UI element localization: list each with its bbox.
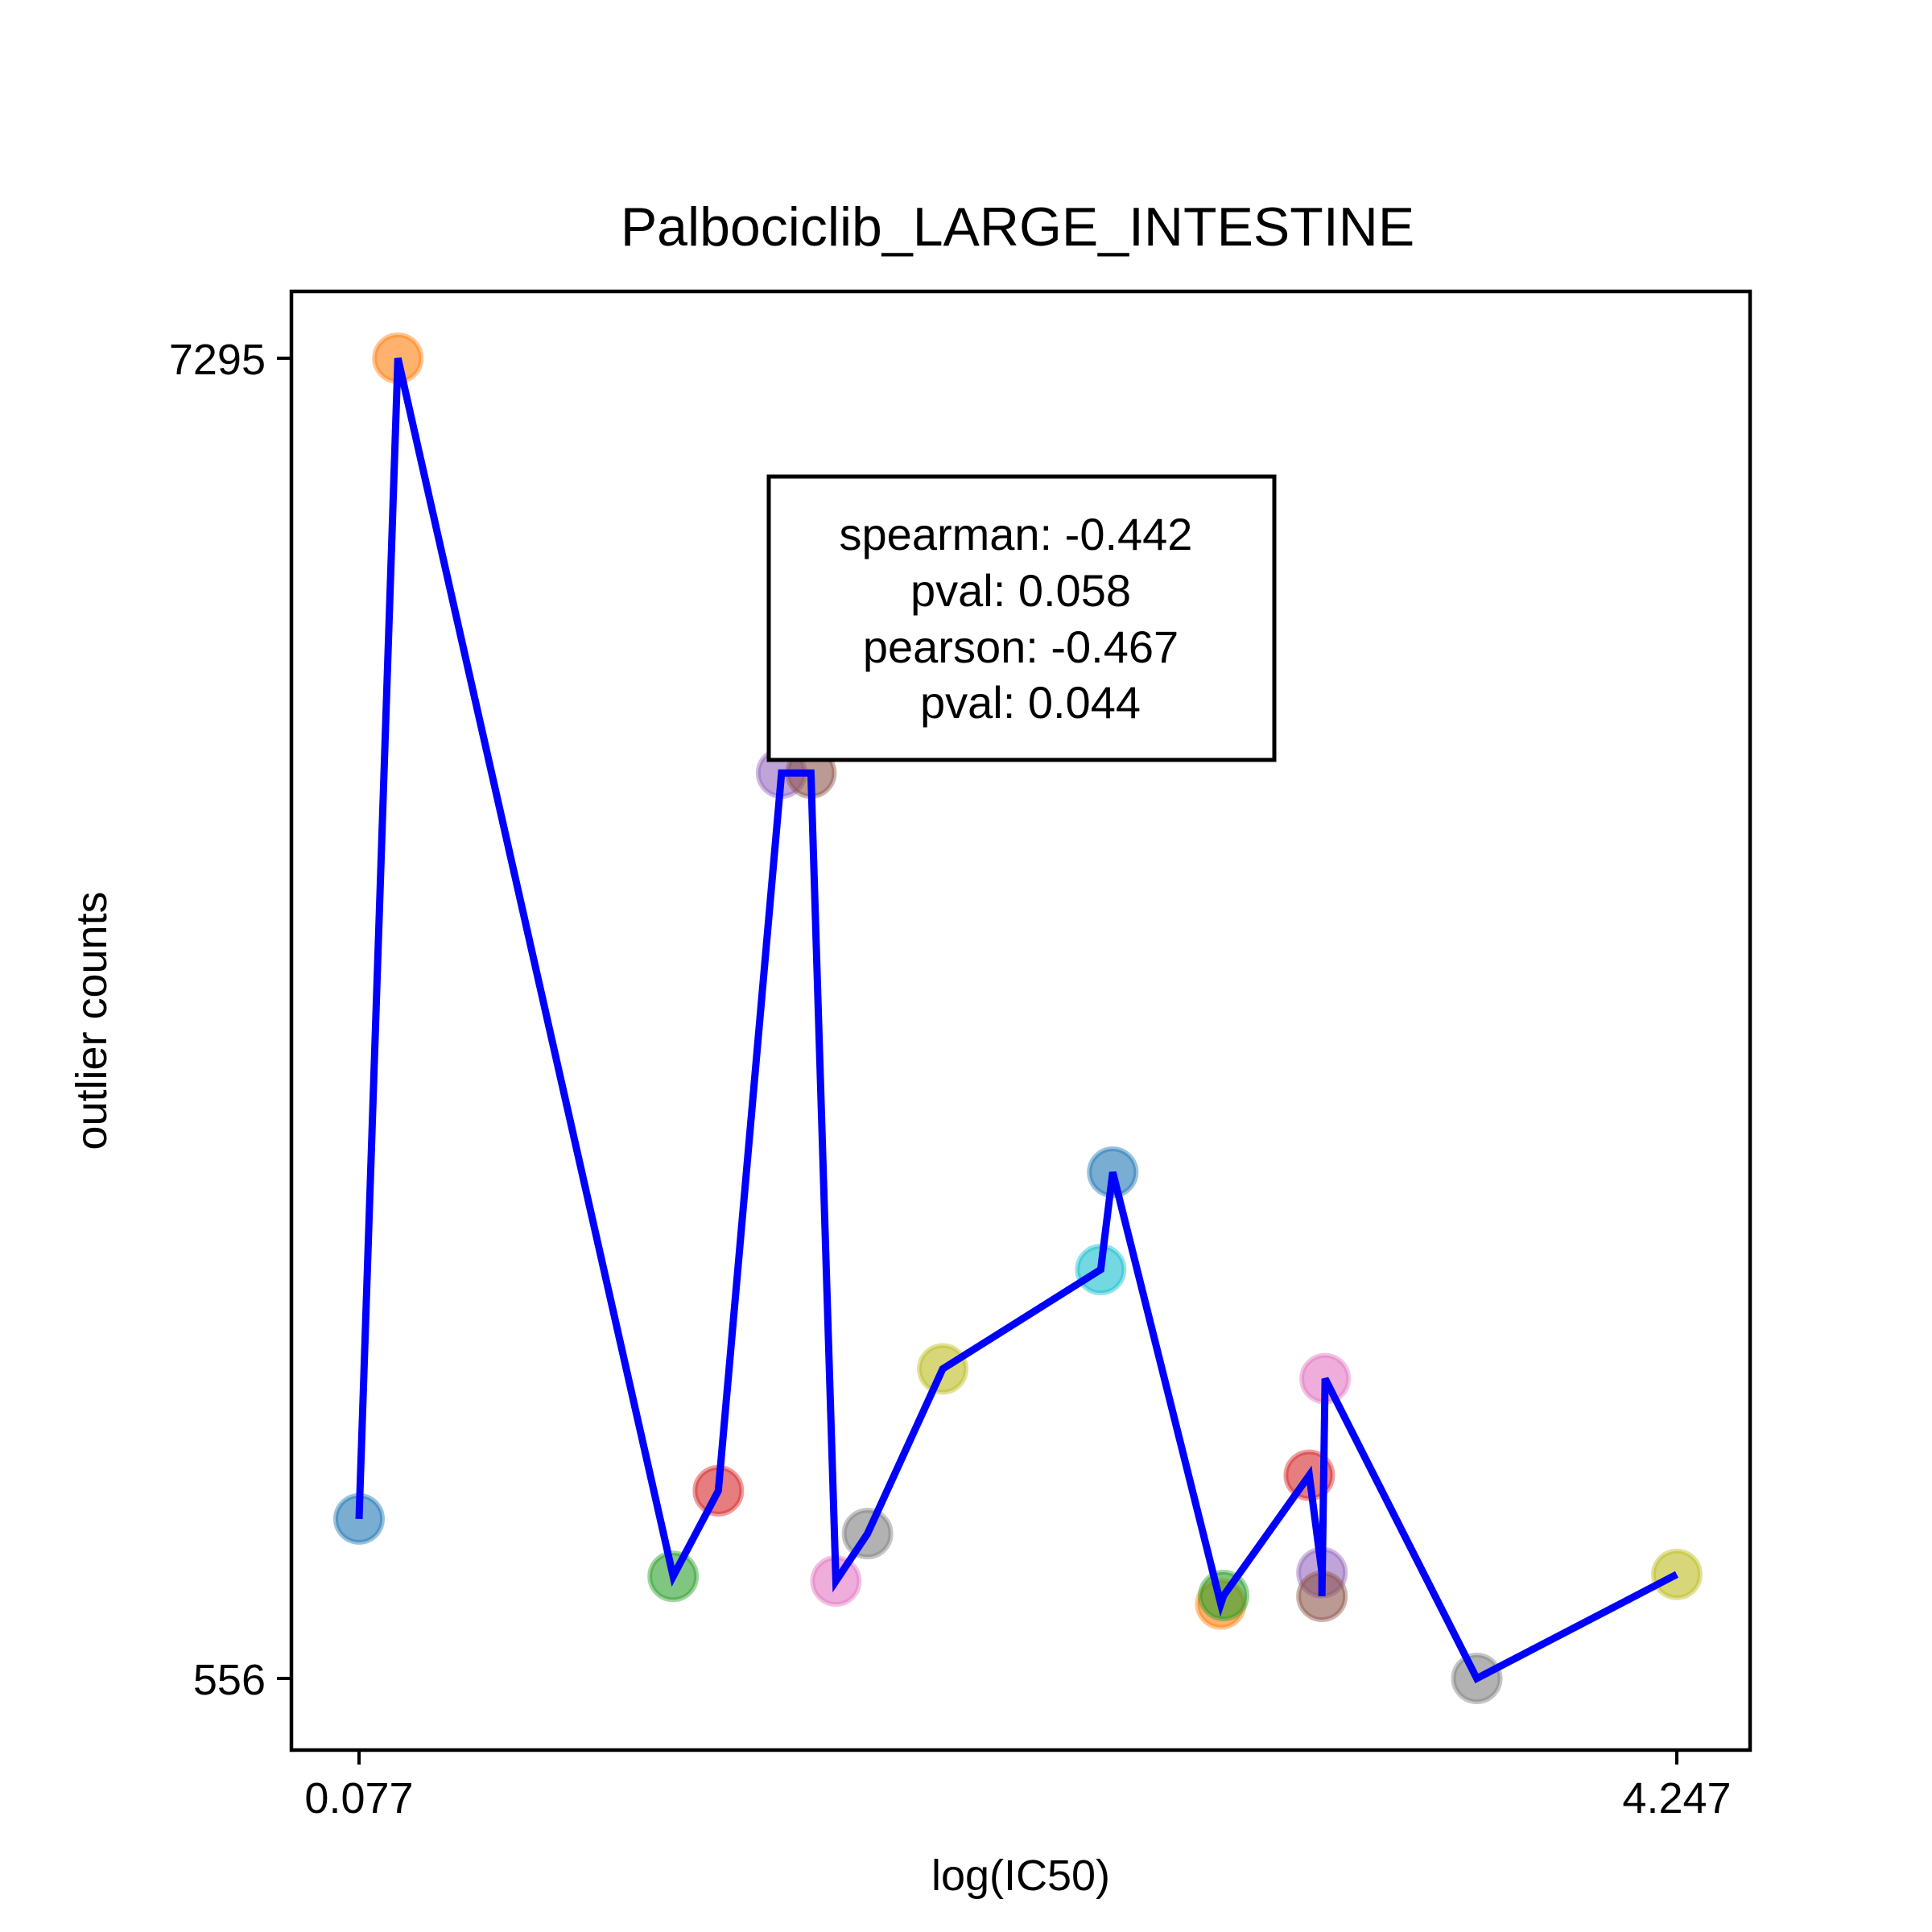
stats-pearson: pearson: -0.467 (863, 621, 1179, 672)
plot-area (333, 332, 1703, 1704)
x-tick-label-left: 0.077 (304, 1774, 413, 1823)
y-tick-label-bottom: 556 (193, 1656, 266, 1704)
stats-spearman: spearman: -0.442 (840, 509, 1193, 559)
stats-box: spearman: -0.442 pval: 0.058 pearson: -0… (766, 474, 1277, 762)
stats-box-frame (766, 474, 1277, 762)
y-tick-label-top: 7295 (169, 336, 266, 384)
x-axis-label: log(IC50) (931, 1852, 1110, 1900)
series-line (355, 357, 1679, 1684)
stats-pearson-pval: pval: 0.044 (920, 677, 1141, 728)
y-axis-label: outlier counts (68, 891, 116, 1150)
axes-frame (289, 289, 1752, 1752)
chart-title: Palbociclib_LARGE_INTESTINE (621, 196, 1414, 258)
x-tick-label-right: 4.247 (1622, 1774, 1731, 1823)
stats-spearman-pval: pval: 0.058 (910, 565, 1131, 616)
